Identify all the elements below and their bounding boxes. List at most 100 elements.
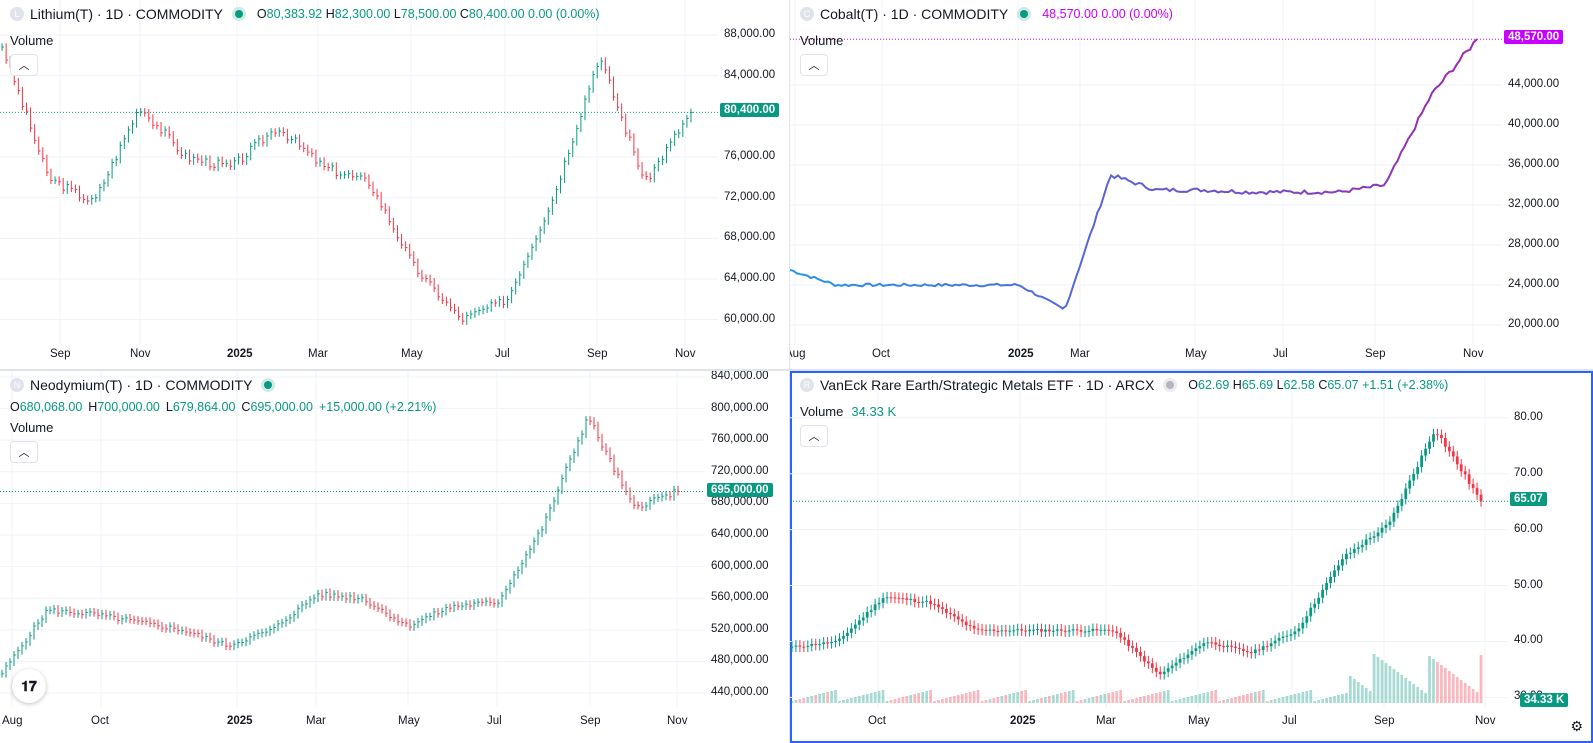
last-price-tag: 65.07 — [1510, 492, 1547, 507]
candle-body — [1234, 646, 1237, 648]
candle-body — [826, 642, 830, 644]
candle-body — [929, 600, 932, 605]
volume-bar — [1372, 654, 1376, 703]
collapse-legend-button[interactable]: ︿ — [800, 425, 828, 447]
volume-label[interactable]: Volume — [10, 420, 54, 435]
time-tick-label: May — [1185, 348, 1207, 360]
candle-body — [1127, 639, 1130, 647]
pane-divider-horizontal[interactable] — [0, 369, 1593, 371]
settings-gear-icon[interactable]: ⚙ — [1570, 718, 1583, 734]
candle-body — [1392, 512, 1396, 522]
symbol-title[interactable]: VanEck Rare Earth/Strategic Metals ETF ·… — [820, 377, 1155, 393]
candle-body — [956, 616, 960, 620]
cobalt-price-line[interactable] — [790, 38, 1478, 310]
candle-body — [1412, 473, 1416, 481]
volume-bar — [1095, 696, 1099, 703]
volume-bar — [1301, 692, 1305, 703]
price-tick-label: 60,000.00 — [724, 312, 776, 325]
candle-body — [1467, 474, 1471, 485]
price-tick-label: 28,000.00 — [1508, 238, 1560, 250]
volume-label[interactable]: Volume — [10, 33, 54, 48]
candle-body — [1396, 505, 1400, 513]
candle-body — [1067, 630, 1071, 632]
market-status-icon[interactable] — [1020, 10, 1029, 18]
market-status-icon[interactable] — [1166, 381, 1175, 389]
remx-chart[interactable] — [790, 371, 1593, 743]
volume-bar — [1253, 692, 1257, 703]
candle-body — [1150, 663, 1154, 668]
candle-body — [1044, 629, 1047, 632]
volume-bar — [1055, 694, 1059, 703]
candle-body — [1166, 668, 1170, 672]
volume-bar — [1012, 693, 1016, 703]
market-status-icon[interactable] — [264, 381, 273, 389]
volume-label[interactable]: Volume — [800, 33, 844, 48]
candle-body — [881, 598, 885, 603]
candle-body — [1249, 652, 1253, 654]
neodymium-pane[interactable]: N Neodymium(T) · 1D · COMMODITY O680,068… — [0, 371, 789, 743]
candle-body — [1000, 630, 1004, 632]
volume-bar — [1265, 701, 1269, 703]
volume-bar — [964, 693, 968, 703]
volume-label[interactable]: Volume 34.33 K — [800, 404, 897, 419]
candle-body — [1352, 548, 1356, 553]
candle-body — [1107, 629, 1111, 631]
cobalt-chart[interactable] — [790, 0, 1593, 369]
candle-body — [802, 646, 806, 648]
candle-body — [1443, 438, 1447, 447]
time-tick-label: Sep — [580, 715, 601, 727]
candle-body — [794, 645, 798, 647]
candle-body — [1226, 645, 1229, 647]
lithium-pane[interactable]: L Lithium(T) · 1D · COMMODITY O80,383.92… — [0, 0, 789, 369]
remx-pane[interactable]: R VanEck Rare Earth/Strategic Metals ETF… — [790, 371, 1593, 743]
volume-bar — [1119, 690, 1123, 703]
candle-body — [1083, 631, 1087, 633]
tradingview-logo-icon[interactable]: 𝟏𝟕 — [12, 669, 46, 703]
volume-bar — [1131, 699, 1134, 703]
volume-bar — [1016, 692, 1020, 703]
candle-body — [1479, 494, 1483, 502]
volume-bar — [948, 697, 952, 703]
time-tick-label: 2025 — [227, 715, 253, 727]
time-tick-label: Jul — [487, 715, 502, 727]
collapse-legend-button[interactable]: ︿ — [10, 441, 38, 463]
symbol-title[interactable]: Cobalt(T) · 1D · COMMODITY — [820, 6, 1009, 22]
candle-body — [917, 601, 921, 603]
candle-body — [1178, 658, 1182, 663]
candle-body — [952, 614, 956, 617]
symbol-title[interactable]: Lithium(T) · 1D · COMMODITY — [30, 6, 223, 22]
collapse-legend-button[interactable]: ︿ — [800, 54, 828, 76]
price-tick-label: 68,000.00 — [724, 231, 776, 244]
volume-bar — [1273, 699, 1277, 703]
time-tick-label: May — [401, 348, 423, 360]
volume-bar — [1285, 696, 1289, 703]
symbol-title[interactable]: Neodymium(T) · 1D · COMMODITY — [30, 377, 253, 393]
volume-bar — [1047, 696, 1051, 703]
volume-bar — [1063, 692, 1067, 703]
volume-bar — [810, 696, 814, 703]
ohlc-values: O680,068.00 H700,000.00 L679,864.00 C695… — [10, 400, 437, 414]
candle-body — [1459, 464, 1463, 472]
volume-bar — [838, 701, 841, 703]
price-tick-label: 440,000.00 — [711, 686, 769, 699]
volume-bar — [909, 695, 913, 703]
collapse-legend-button[interactable]: ︿ — [10, 54, 38, 76]
ohlc-values: O62.69 H65.69 L62.58 C65.07 +1.51 (+2.38… — [1188, 378, 1449, 392]
neodymium-chart[interactable] — [0, 371, 789, 743]
volume-bar — [1127, 700, 1130, 703]
volume-bar — [802, 698, 806, 703]
candle-body — [1333, 570, 1336, 578]
time-tick-label: Nov — [1475, 715, 1496, 727]
candle-body — [964, 621, 968, 626]
volume-bar — [1352, 679, 1356, 703]
time-tick-label: Aug — [790, 348, 806, 360]
cobalt-pane[interactable]: C Cobalt(T) · 1D · COMMODITY 48,570.00 0… — [790, 0, 1593, 369]
lithium-chart[interactable] — [0, 0, 789, 369]
volume-bar — [1008, 694, 1012, 703]
pane-divider-vertical[interactable] — [789, 0, 790, 743]
volume-bar — [1044, 697, 1047, 703]
volume-bar — [1257, 691, 1261, 703]
price-tick-label: 560,000.00 — [711, 591, 769, 604]
market-status-icon[interactable] — [234, 10, 243, 18]
time-tick-label: Mar — [308, 348, 328, 360]
